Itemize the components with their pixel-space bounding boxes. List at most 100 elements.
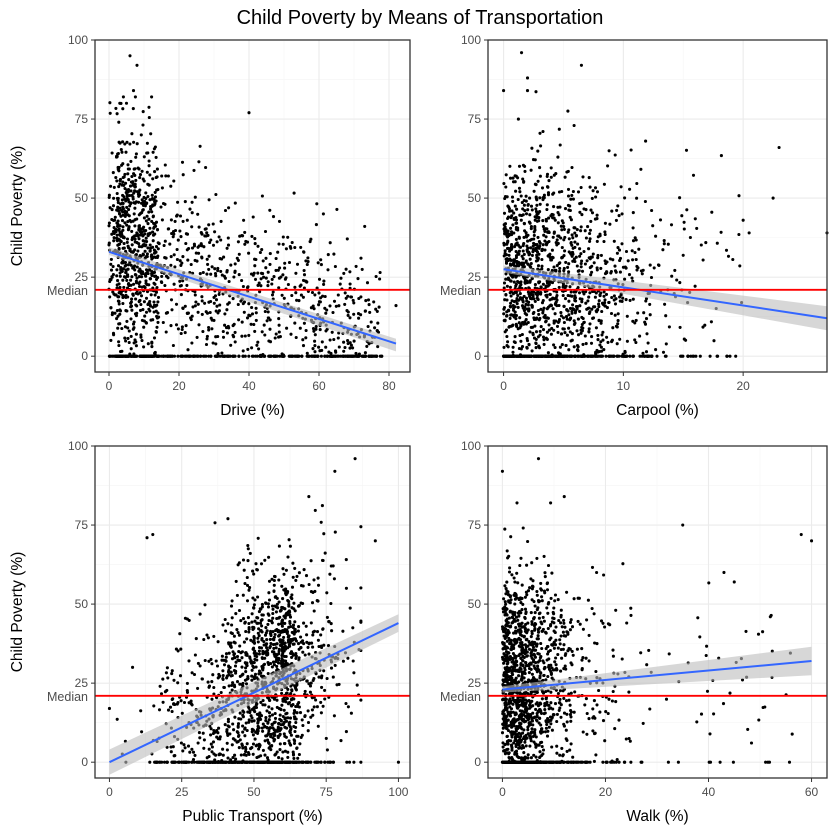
- data-point: [649, 275, 654, 280]
- data-point: [153, 760, 158, 764]
- data-point: [244, 629, 248, 634]
- data-point: [264, 276, 268, 280]
- data-point: [558, 143, 562, 147]
- data-point: [126, 326, 130, 330]
- data-point: [153, 195, 158, 199]
- data-point: [133, 338, 137, 342]
- data-point: [558, 266, 562, 270]
- data-point: [116, 314, 120, 318]
- data-point: [526, 246, 530, 250]
- data-point: [283, 266, 287, 270]
- data-point: [193, 293, 197, 297]
- data-point: [502, 312, 506, 316]
- data-point: [283, 261, 287, 265]
- data-point: [160, 186, 164, 190]
- data-point: [564, 284, 568, 288]
- data-point: [124, 275, 128, 279]
- data-point: [237, 354, 241, 358]
- data-point: [149, 255, 153, 259]
- data-point: [107, 224, 111, 228]
- data-point: [170, 672, 174, 676]
- data-point: [306, 729, 310, 733]
- data-point: [264, 734, 268, 738]
- data-point: [121, 301, 125, 306]
- data-point: [575, 329, 579, 333]
- data-point: [211, 222, 215, 226]
- data-point: [307, 652, 311, 656]
- data-point: [270, 277, 274, 281]
- data-point: [190, 211, 194, 215]
- data-point: [148, 277, 152, 281]
- data-point: [269, 732, 273, 736]
- data-point: [280, 703, 284, 707]
- data-point: [144, 243, 148, 247]
- data-point: [209, 733, 213, 737]
- data-point: [330, 629, 334, 633]
- data-point: [322, 282, 326, 286]
- data-point: [507, 207, 511, 211]
- data-point: [580, 300, 584, 304]
- data-point: [176, 354, 180, 358]
- data-point: [207, 223, 211, 227]
- data-point: [247, 333, 251, 337]
- data-point: [201, 270, 205, 275]
- data-point: [634, 257, 638, 262]
- data-point: [502, 254, 506, 258]
- data-point: [137, 237, 141, 241]
- data-point: [155, 167, 159, 171]
- data-point: [252, 271, 256, 275]
- data-point: [301, 650, 305, 654]
- data-point: [505, 195, 509, 199]
- data-point: [244, 652, 249, 657]
- trend-line: [108, 250, 397, 345]
- data-point: [530, 146, 534, 150]
- data-point: [129, 347, 133, 351]
- data-point: [265, 646, 269, 650]
- data-point: [643, 322, 648, 326]
- data-point: [232, 728, 236, 732]
- data-point: [229, 758, 233, 762]
- data-point: [118, 274, 122, 278]
- data-point: [570, 165, 574, 170]
- data-point: [229, 631, 233, 635]
- data-point: [132, 320, 136, 324]
- data-point: [261, 272, 265, 276]
- data-point: [108, 101, 112, 105]
- data-point: [121, 162, 125, 166]
- data-point: [603, 230, 607, 234]
- data-point: [258, 250, 262, 255]
- data-point: [633, 338, 637, 342]
- data-point: [110, 151, 114, 155]
- data-point: [581, 175, 585, 179]
- data-point: [124, 309, 128, 313]
- data-point: [317, 675, 321, 679]
- data-point: [254, 311, 258, 315]
- data-point: [601, 302, 605, 306]
- data-point: [521, 213, 525, 217]
- data-point: [241, 730, 245, 734]
- data-point: [569, 218, 573, 222]
- data-point: [324, 345, 328, 349]
- data-point: [283, 614, 288, 618]
- data-point: [302, 286, 306, 290]
- data-point: [316, 599, 320, 603]
- data-point: [568, 285, 572, 289]
- data-point: [701, 258, 705, 262]
- data-point: [509, 226, 513, 230]
- data-point: [172, 702, 176, 706]
- data-point: [227, 206, 231, 210]
- data-point: [288, 731, 292, 735]
- data-point: [143, 249, 147, 253]
- data-point: [704, 241, 708, 245]
- data-point: [510, 209, 514, 213]
- data-point: [525, 89, 530, 93]
- data-point: [238, 738, 242, 742]
- data-point: [205, 633, 209, 637]
- data-point: [124, 354, 128, 358]
- data-point: [305, 679, 309, 683]
- data-point: [145, 290, 150, 294]
- data-point: [198, 354, 202, 358]
- data-point: [568, 204, 572, 208]
- data-point: [521, 299, 525, 303]
- data-point: [212, 318, 216, 322]
